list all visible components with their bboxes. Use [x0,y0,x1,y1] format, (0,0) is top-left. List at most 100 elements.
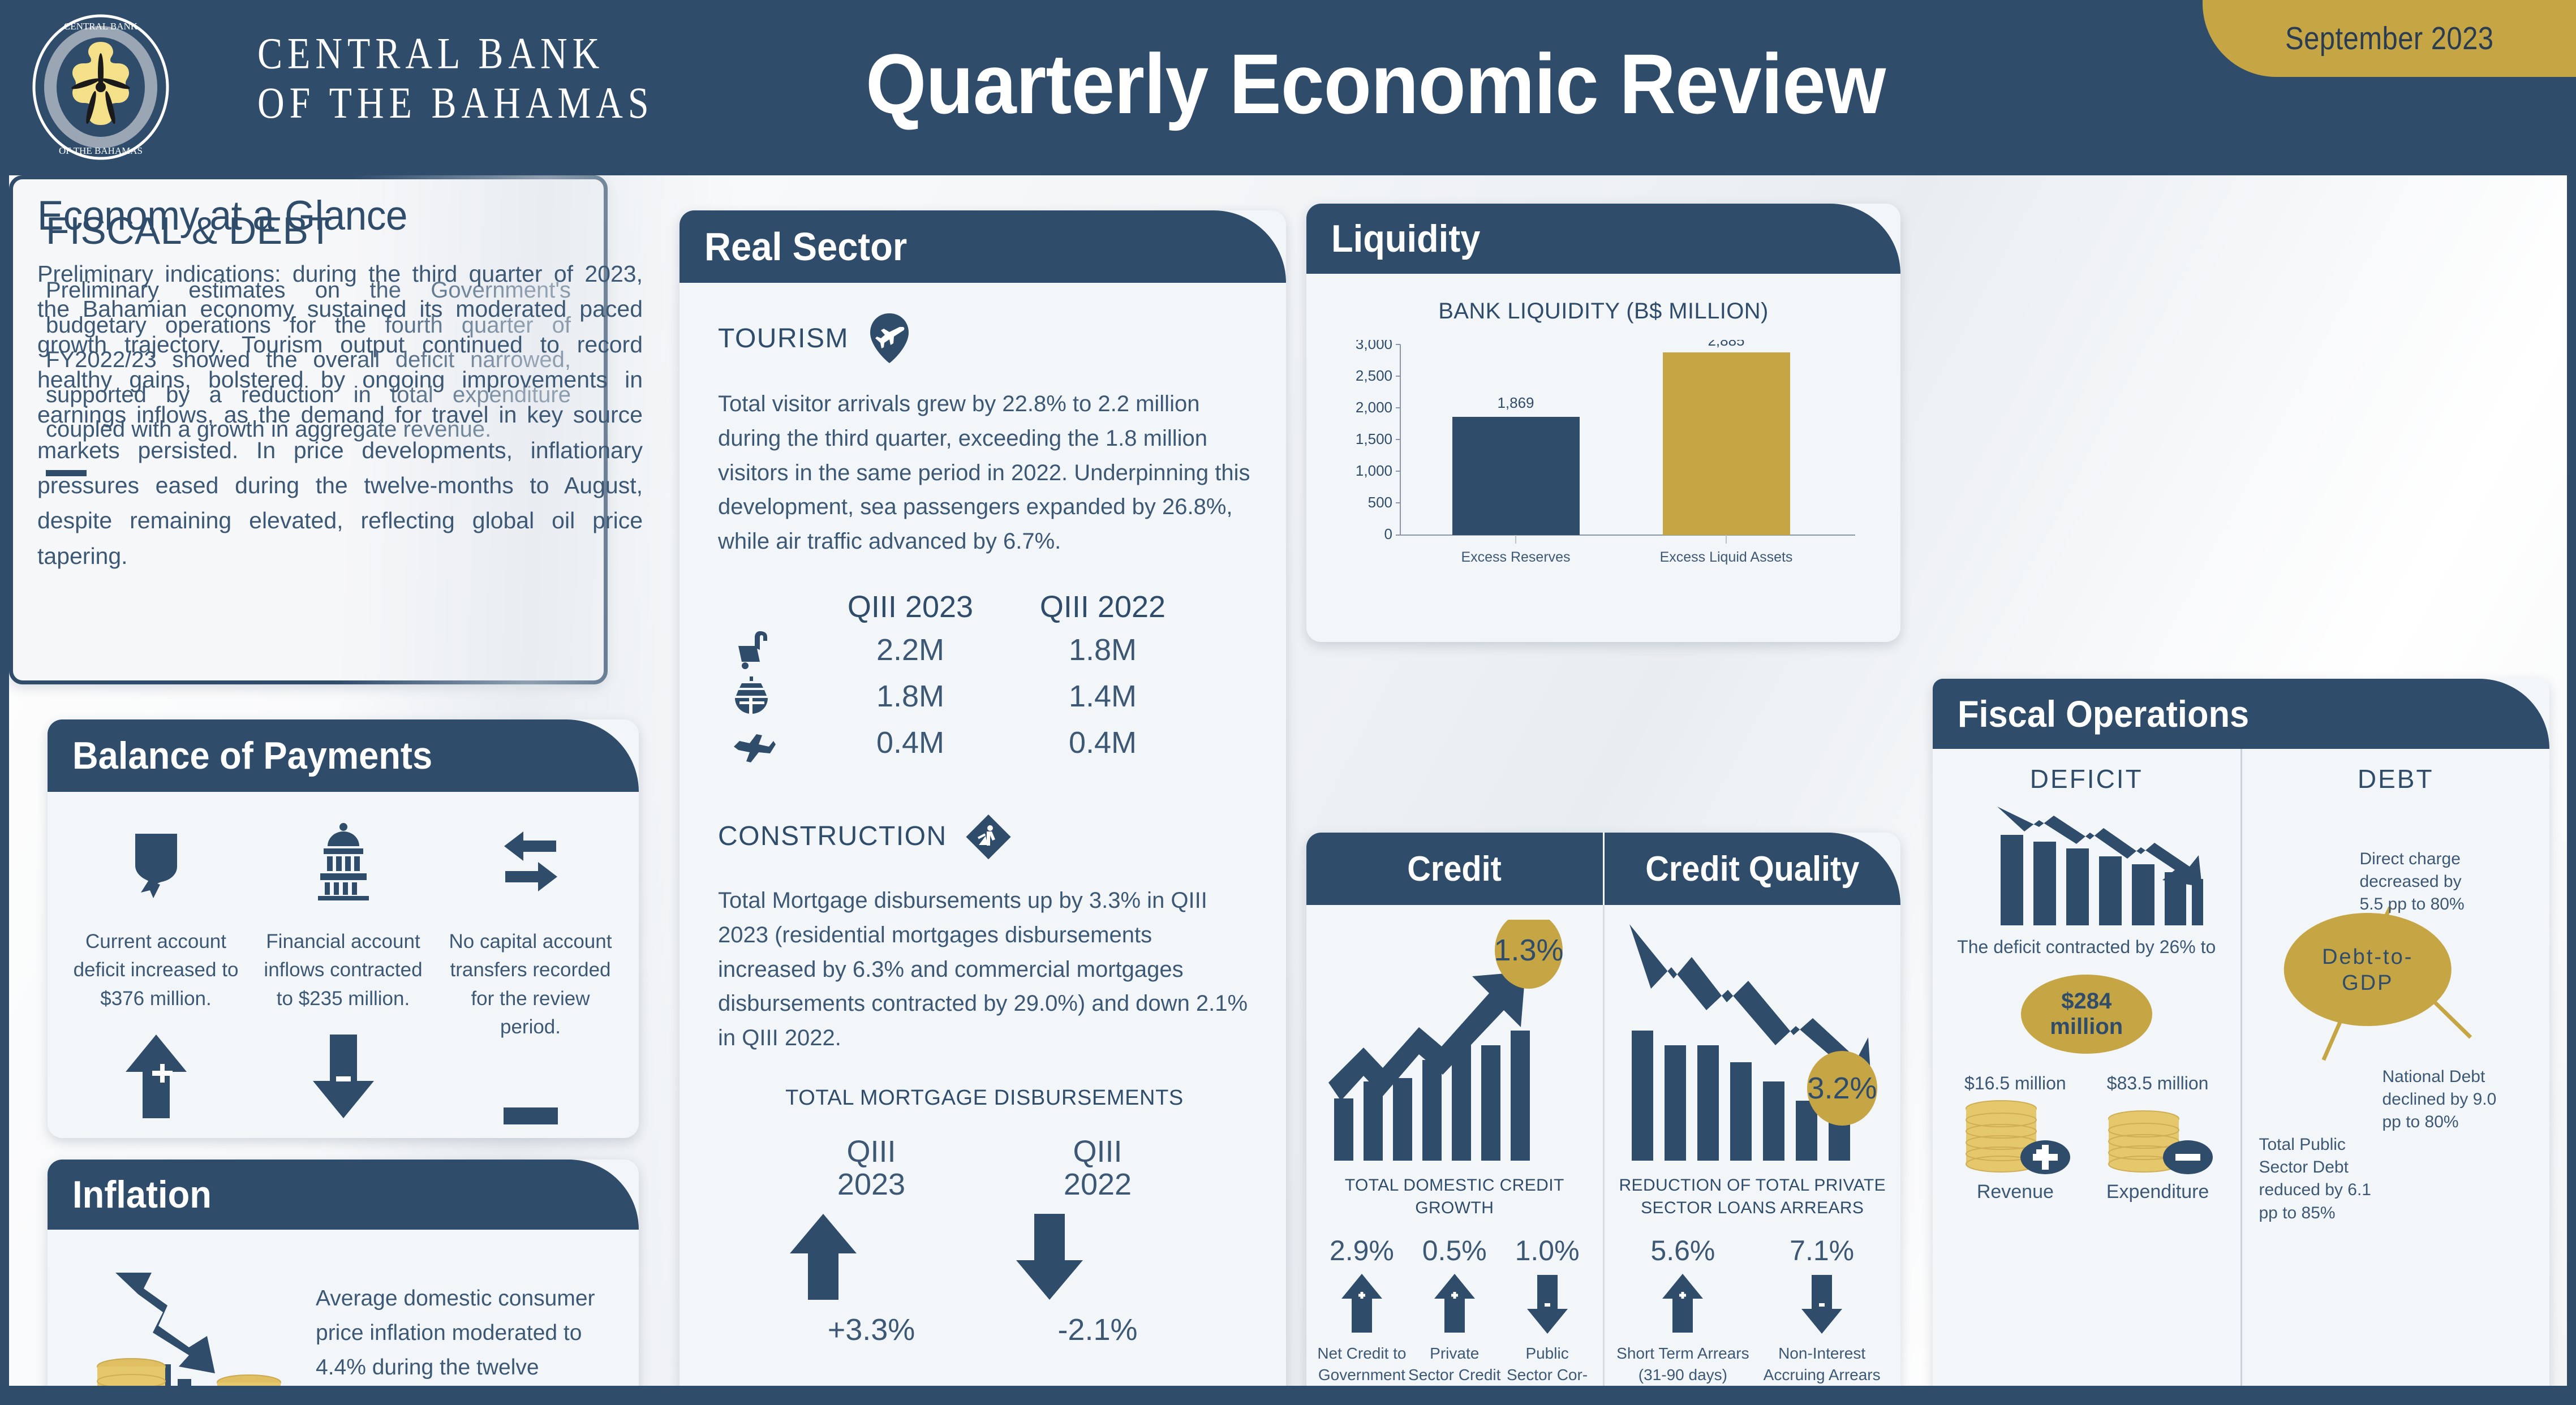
credit-stats: 2.9% Net Credit to Government 0.5% [1306,1234,1603,1386]
credit-quality-heading: Credit Quality [1645,849,1860,889]
bar-excess-liquid-assets [1663,352,1790,535]
stat-label: Public Sector Cor-porations [1506,1344,1588,1384]
airplane-icon [718,722,814,764]
deficit-section: DEFICIT [1933,749,2240,1386]
bop-item-text: No capital account transfers recorded fo… [449,930,612,1038]
credit-headers: Credit Credit Quality [1306,833,1900,905]
credit-badge-value: 1.3% [1494,933,1563,967]
bar-value-excess-reserves: 1,869 [1497,394,1534,411]
balance-of-payments-heading: Balance of Payments [72,734,433,777]
cruise-ship-icon [718,675,814,717]
revenue-expenditure-row: $16.5 million [1944,1073,2229,1203]
debt-to-gdp-bubble [2283,913,2452,1026]
credit-quality-caption-line2: SECTOR LOANS ARREARS [1641,1199,1864,1218]
fiscal-operations-heading: Fiscal Operations [1958,693,2250,735]
stat-value: 1.0% [1515,1235,1580,1267]
fiscal-operations-body: DEFICIT [1933,749,2549,1386]
credit-quality-stats: 5.6% Short Term Arrears (31-90 days) 7.1… [1605,1234,1901,1386]
inflation-card: Inflation [48,1160,639,1386]
arrow-up-icon [122,1031,190,1122]
inflation-heading: Inflation [72,1173,212,1216]
coin-stack-plus-icon [1950,1098,2081,1178]
date-badge: September 2023 [2203,0,2576,77]
debt-bubble-line2: GDP [2342,971,2393,995]
tourism-stats-table: QIII 2023 QIII 2022 2.2M 1.8M [718,589,1251,764]
inflation-header: Inflation [48,1160,639,1230]
transfer-arrows-icon [488,818,573,903]
credit-section: 1.3% TOTAL DOMESTIC CREDIT GROWTH 2.9% N… [1306,905,1603,1386]
construction-label-row: CONSTRUCTION [718,812,1251,861]
arrow-up-icon [1315,1273,1408,1335]
svg-text:OF THE BAHAMAS: OF THE BAHAMAS [59,145,143,156]
arrears-reduction-chart-icon: 3.2% [1605,920,1901,1169]
liquidity-card: Liquidity BANK LIQUIDITY (B$ MILLION) 3,… [1306,204,1900,642]
tourism-table-header: QIII 2023 QIII 2022 [718,589,1251,624]
tourism-sea-2023: 1.8M [876,679,945,713]
mortgage-comparison: QIII 2023 +3.3% QIII 2022 -2.1% [718,1135,1251,1347]
construction-label: CONSTRUCTION [718,821,947,852]
stat-value: 0.5% [1422,1235,1487,1267]
credit-badge [1494,920,1563,989]
table-row: 1.8M 1.4M [718,675,1251,717]
page-title: Quarterly Economic Review [866,36,1886,131]
table-row: 0.4M 0.4M [718,722,1251,764]
ytick-1500: 1,500 [1356,430,1392,447]
svg-text:CENTRAL BANK: CENTRAL BANK [64,21,138,32]
tourism-air-2023: 0.4M [876,725,945,760]
construction-sign-icon [964,812,1013,861]
real-sector-card: Real Sector TOURISM Total visitor arriva… [680,210,1286,1386]
mortgage-2023: QIII 2023 +3.3% [786,1135,956,1347]
credit-stat-private-sector-credit: 0.5% Private Sector Credit [1408,1234,1501,1386]
tourism-label: TOURISM [718,323,849,354]
airplane-pin-icon [866,312,913,364]
arrow-up-icon [1408,1273,1501,1335]
expenditure-item: $83.5 million [2092,1073,2224,1203]
credit-quality-stat-non-interest-accruing-arrears: 7.1% Non-Interest Accruing Arrears (+90 … [1752,1234,1891,1386]
poster-body: Economy at a Glance Preliminary indicati… [9,175,2567,1386]
tourism-air-2022: 0.4M [1068,725,1137,760]
credit-growth-chart-icon: 1.3% [1306,920,1603,1169]
tourism-col-icon [718,589,814,624]
ytick-2000: 2,000 [1356,399,1392,416]
mortgage-2022-value: -2.1% [1057,1312,1138,1347]
stat-label: Private Sector Credit [1408,1344,1501,1384]
revenue-amount: $16.5 million [1964,1072,2066,1093]
flat-bar-icon [497,1060,565,1138]
inflation-body: Average domestic consumer price inflatio… [48,1230,639,1386]
credit-quality-badge [1807,1051,1878,1126]
credit-quality-caption-line1: REDUCTION OF TOTAL PRIVATE [1619,1176,1886,1195]
arrow-down-icon [1013,1212,1182,1302]
tourism-col-2023: QIII 2023 [847,589,974,624]
economy-glance-paragraph: Preliminary indications: during the thir… [37,261,643,569]
deficit-amount-badge: $284 million [2020,974,2152,1054]
mortgage-disbursements-title: TOTAL MORTGAGE DISBURSEMENTS [785,1085,1184,1110]
deficit-amount-line1: $284 [2061,989,2112,1014]
real-sector-header: Real Sector [680,210,1286,283]
debt-note-national-debt: National Debt declined by 9.0 pp to 80% [2382,1067,2497,1132]
debt-section: DEBT Debt-to- GDP Direct charge decrease… [2240,749,2550,1386]
tourism-total-2022: 1.8M [1068,632,1137,667]
credit-stat-public-sector-corporations: 1.0% Public Sector Cor-porations [1501,1234,1594,1386]
ytick-3000: 3,000 [1356,340,1392,352]
debt-bubble-line1: Debt-to- [2322,945,2413,969]
arrow-down-icon [309,1031,377,1122]
debt-note-direct-charge: Direct charge decreased by 5.5 pp to 80% [2359,850,2465,914]
credit-stat-net-credit-to-government: 2.9% Net Credit to Government [1315,1234,1408,1386]
fiscal-operations-header: Fiscal Operations [1933,679,2549,749]
ytick-500: 500 [1368,494,1392,511]
stat-label: Net Credit to Government [1317,1344,1407,1384]
revenue-item: $16.5 million [1950,1073,2081,1203]
stat-label: Short Term Arrears (31-90 days) [1616,1344,1749,1384]
expenditure-label: Expenditure [2106,1180,2209,1203]
balance-of-payments-card: Balance of Payments Current account defi… [48,719,639,1138]
government-building-icon [301,818,386,903]
deficit-amount-line2: million [2050,1014,2123,1039]
revenue-label: Revenue [1976,1180,2054,1203]
bar-excess-reserves [1452,417,1580,535]
stat-label: Non-Interest Accruing Arrears (+90 days) [1763,1344,1881,1384]
credit-quality-stat-short-term-arrears: 5.6% Short Term Arrears (31-90 days) [1614,1234,1753,1386]
stat-value: 5.6% [1650,1235,1715,1267]
chart-title: BANK LIQUIDITY (B$ MILLION) [1438,299,1769,324]
credit-quality-header: Credit Quality [1602,833,1900,905]
